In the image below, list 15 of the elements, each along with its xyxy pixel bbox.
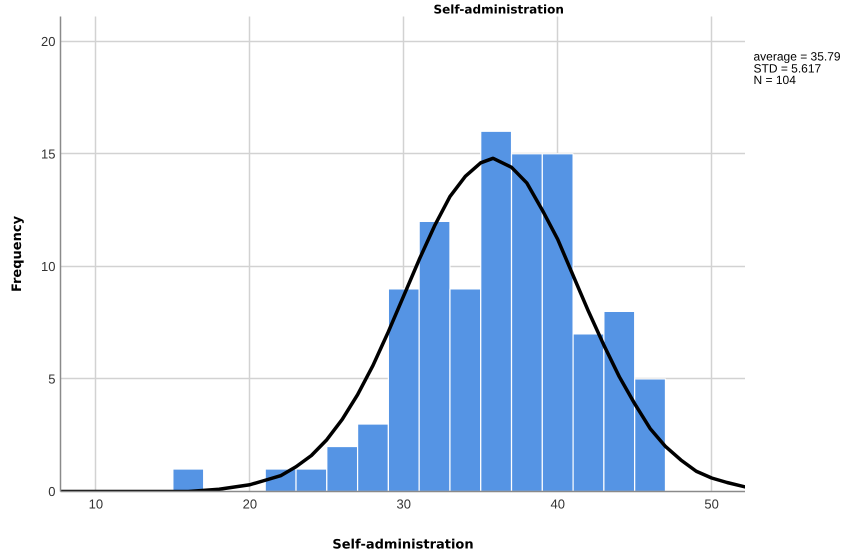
- y-tick-label: 20: [41, 34, 56, 49]
- x-tick-label: 50: [704, 496, 719, 512]
- y-tick-label: 5: [48, 371, 56, 386]
- text: average = 35.79: [754, 49, 841, 64]
- x-tick-label: 10: [88, 496, 104, 512]
- x-tick-label: 30: [396, 496, 412, 512]
- y-tick-label: 0: [48, 484, 56, 499]
- chart-title: Self-administration: [434, 2, 564, 16]
- y-axis-title: Frequency: [10, 215, 26, 292]
- text: N = 104: [754, 73, 796, 88]
- y-tick-label: 10: [41, 258, 56, 274]
- x-tick-label: 40: [550, 496, 565, 512]
- y-tick-label: 15: [41, 146, 56, 162]
- x-axis-title: Self-administration: [332, 538, 474, 552]
- x-tick-label: 20: [242, 496, 258, 512]
